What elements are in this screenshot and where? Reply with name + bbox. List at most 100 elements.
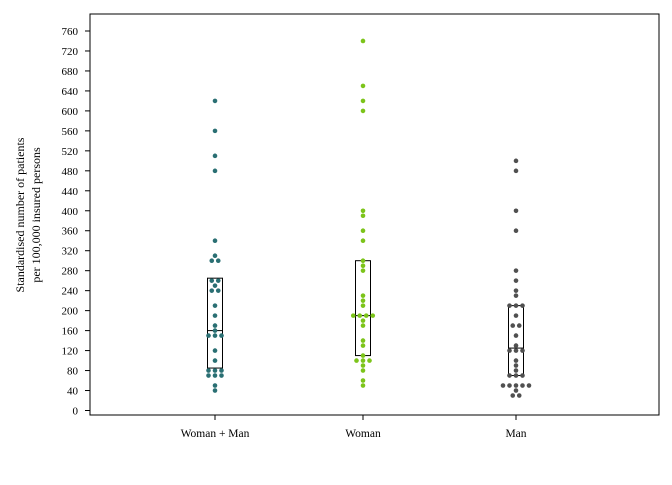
y-tick-label: 40: [67, 386, 79, 398]
data-point: [212, 373, 218, 378]
data-point: [513, 313, 519, 318]
data-point: [350, 313, 356, 318]
data-point: [500, 383, 506, 388]
x-category-label: Woman + Man: [181, 428, 250, 440]
data-point: [507, 373, 512, 378]
data-point: [219, 373, 224, 378]
data-point: [212, 328, 218, 333]
data-point: [360, 353, 366, 358]
y-tick-label: 160: [62, 326, 79, 338]
data-point: [212, 98, 218, 104]
data-point: [212, 388, 218, 393]
data-point: [513, 388, 519, 393]
data-point: [510, 393, 516, 398]
data-point: [212, 313, 218, 318]
iqr-box: [207, 277, 223, 369]
data-point: [206, 368, 211, 373]
data-point: [360, 228, 366, 234]
data-point: [360, 383, 366, 388]
plot-frame: [89, 13, 660, 416]
data-point: [367, 358, 372, 363]
data-points: [206, 38, 532, 398]
data-point: [507, 303, 512, 308]
data-point: [513, 333, 519, 338]
data-point: [520, 373, 525, 378]
data-point: [219, 368, 224, 373]
data-point: [209, 258, 215, 263]
data-point: [513, 208, 519, 214]
data-point: [212, 153, 218, 159]
data-point: [215, 288, 221, 293]
data-point: [360, 238, 366, 244]
data-point: [360, 363, 366, 368]
data-point: [212, 303, 218, 308]
y-axis-title-line-2: per 100,000 insured persons: [29, 147, 43, 283]
boxes: [207, 260, 524, 377]
data-point: [513, 288, 519, 293]
data-point: [360, 263, 366, 268]
data-point: [513, 168, 519, 174]
y-axis: 0 40 80 120 160 200 240 280 320 360 400 440 480 520 56…: [62, 26, 90, 418]
data-point: [526, 383, 532, 388]
data-point: [360, 208, 366, 214]
data-point: [360, 268, 366, 273]
data-point: [212, 283, 218, 288]
y-tick-label: 320: [62, 246, 79, 258]
data-point: [520, 383, 525, 388]
data-point: [354, 358, 359, 363]
data-point: [360, 338, 366, 343]
data-point: [360, 343, 366, 348]
data-point: [513, 383, 519, 388]
data-point: [513, 228, 519, 234]
data-point: [360, 213, 366, 219]
data-point: [520, 348, 525, 353]
data-point: [212, 238, 218, 244]
data-point: [360, 358, 366, 363]
data-point: [360, 258, 366, 263]
y-tick-label: 240: [62, 286, 79, 298]
y-tick-label: 120: [62, 346, 79, 358]
data-point: [513, 303, 519, 308]
data-point: [510, 323, 516, 328]
data-point: [212, 168, 218, 174]
data-point: [209, 288, 215, 293]
data-point: [513, 268, 519, 273]
data-point: [357, 313, 363, 318]
data-point: [360, 38, 366, 44]
y-tick-label: 400: [62, 206, 79, 218]
data-point: [516, 393, 522, 398]
data-point: [212, 358, 218, 363]
x-category-label: Woman: [345, 428, 381, 440]
data-point: [212, 333, 218, 338]
data-point: [209, 278, 215, 283]
data-point: [206, 373, 211, 378]
x-axis: Woman + Man Woman Man: [181, 415, 527, 440]
data-point: [215, 258, 221, 263]
data-point: [513, 368, 519, 373]
y-tick-label: 520: [62, 146, 79, 158]
data-point: [360, 98, 366, 104]
y-tick-label: 560: [62, 126, 79, 138]
data-point: [360, 318, 366, 323]
data-point: [360, 83, 366, 89]
data-point: [513, 278, 519, 283]
data-point: [520, 303, 525, 308]
data-point: [513, 363, 519, 368]
data-point: [513, 348, 519, 353]
data-point: [513, 373, 519, 378]
data-point: [215, 278, 221, 283]
y-tick-label: 480: [62, 166, 79, 178]
y-tick-label: 640: [62, 86, 79, 98]
data-point: [212, 323, 218, 328]
data-point: [212, 253, 218, 259]
y-tick-label: 280: [62, 266, 79, 278]
data-point: [212, 368, 218, 373]
data-point: [360, 378, 366, 383]
y-tick-label: 0: [73, 406, 79, 418]
data-point: [507, 348, 512, 353]
y-tick-label: 80: [67, 366, 79, 378]
data-point: [360, 323, 366, 328]
data-point: [360, 108, 366, 114]
y-tick-label: 360: [62, 226, 79, 238]
